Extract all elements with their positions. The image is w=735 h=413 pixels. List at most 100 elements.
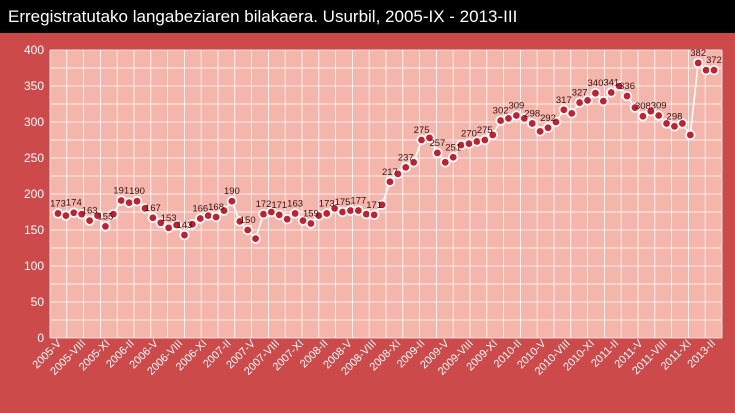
data-point bbox=[187, 219, 198, 230]
data-point bbox=[139, 203, 151, 214]
data-point bbox=[653, 110, 664, 121]
data-label: 173 bbox=[319, 198, 335, 209]
data-point bbox=[606, 87, 617, 98]
data-point bbox=[519, 113, 530, 124]
data-point bbox=[637, 111, 649, 122]
x-axis-ticks: 2005-V2005-VIII2005-XI2006-II2006-V2006-… bbox=[31, 337, 719, 378]
data-label: 177 bbox=[350, 196, 366, 207]
grid-lines bbox=[49, 49, 723, 339]
y-tick-label: 0 bbox=[37, 331, 44, 345]
y-axis-ticks: 0 50 100 150 200 250 300 350 400 bbox=[24, 43, 44, 345]
data-label: 298 bbox=[524, 108, 540, 119]
data-point bbox=[171, 219, 182, 231]
data-point bbox=[321, 208, 332, 219]
data-label: 143 bbox=[177, 220, 193, 231]
data-label: 217 bbox=[382, 167, 398, 178]
data-point bbox=[84, 215, 95, 226]
data-label: 155 bbox=[97, 211, 113, 222]
data-point bbox=[487, 129, 498, 141]
data-points bbox=[52, 57, 720, 244]
data-point bbox=[645, 105, 656, 117]
data-label: 173 bbox=[50, 198, 66, 209]
data-label: 275 bbox=[414, 125, 430, 136]
chart-title: Erregistratutako langabeziaren bilakaera… bbox=[0, 0, 735, 33]
data-point bbox=[282, 213, 293, 225]
data-label: 251 bbox=[445, 142, 461, 153]
data-point bbox=[234, 216, 245, 227]
data-point bbox=[155, 217, 166, 229]
data-point bbox=[408, 157, 419, 168]
y-tick-label: 250 bbox=[24, 151, 44, 165]
y-tick-label: 300 bbox=[24, 115, 44, 129]
data-point bbox=[100, 221, 111, 232]
data-label: 172 bbox=[256, 199, 272, 210]
data-label: 166 bbox=[192, 203, 208, 214]
data-point bbox=[92, 210, 103, 221]
data-point bbox=[708, 64, 720, 76]
data-point bbox=[289, 208, 301, 219]
line-chart: 0 50 100 150 200 250 300 350 400 2005-V2005-VIII… bbox=[24, 43, 723, 378]
data-point bbox=[432, 147, 443, 159]
y-tick-label: 200 bbox=[24, 187, 44, 201]
data-label: 167 bbox=[145, 203, 161, 214]
data-point bbox=[613, 80, 625, 92]
data-point bbox=[440, 157, 451, 168]
data-point bbox=[424, 132, 435, 144]
data-point bbox=[692, 57, 704, 69]
data-point bbox=[400, 162, 411, 173]
data-label: 237 bbox=[398, 152, 414, 163]
data-point bbox=[582, 95, 593, 106]
data-point bbox=[226, 195, 238, 207]
data-label: 317 bbox=[556, 95, 572, 106]
data-point bbox=[542, 122, 554, 133]
data-point bbox=[566, 108, 577, 119]
y-tick-label: 400 bbox=[24, 43, 44, 57]
data-point bbox=[447, 152, 459, 163]
data-label: 309 bbox=[651, 101, 667, 112]
data-point bbox=[218, 205, 230, 216]
data-label: 163 bbox=[82, 206, 98, 217]
data-label: 302 bbox=[493, 106, 509, 117]
data-label: 175 bbox=[335, 197, 351, 208]
data-point bbox=[527, 118, 538, 129]
data-label: 190 bbox=[224, 186, 240, 197]
data-point bbox=[685, 129, 696, 141]
data-point bbox=[108, 208, 119, 220]
data-point bbox=[76, 208, 87, 220]
data-label: 159 bbox=[303, 209, 319, 220]
data-point bbox=[590, 88, 601, 99]
data-label: 298 bbox=[667, 111, 683, 122]
data-point bbox=[147, 212, 159, 223]
data-label: 191 bbox=[113, 185, 129, 196]
data-point bbox=[550, 116, 562, 128]
y-tick-label: 150 bbox=[24, 223, 44, 237]
y-tick-label: 100 bbox=[24, 259, 44, 273]
data-point bbox=[179, 229, 190, 241]
data-label: 153 bbox=[161, 213, 177, 224]
data-label: 341 bbox=[603, 77, 619, 88]
data-label: 163 bbox=[287, 198, 303, 209]
data-label: 292 bbox=[540, 113, 556, 124]
data-label: 171 bbox=[271, 200, 287, 211]
data-label: 336 bbox=[619, 81, 635, 92]
data-point bbox=[629, 102, 641, 113]
data-point bbox=[250, 233, 261, 244]
data-label: 275 bbox=[477, 125, 493, 136]
data-label: 174 bbox=[66, 198, 82, 209]
data-label: 382 bbox=[690, 48, 706, 59]
data-label: 257 bbox=[429, 138, 445, 149]
chart-panel: 0 50 100 150 200 250 300 350 400 2005-V 2005-VIII… bbox=[0, 33, 735, 413]
data-point bbox=[598, 95, 609, 107]
data-point bbox=[677, 118, 688, 129]
data-label: 308 bbox=[635, 101, 651, 112]
data-label: 340 bbox=[588, 78, 604, 89]
data-label: 327 bbox=[572, 88, 588, 99]
data-label: 309 bbox=[508, 101, 524, 112]
data-point bbox=[368, 209, 380, 221]
data-label: 171 bbox=[366, 200, 382, 211]
data-point bbox=[479, 134, 490, 146]
data-label: 168 bbox=[208, 202, 224, 213]
data-label: 270 bbox=[461, 129, 477, 140]
data-point bbox=[392, 168, 404, 180]
